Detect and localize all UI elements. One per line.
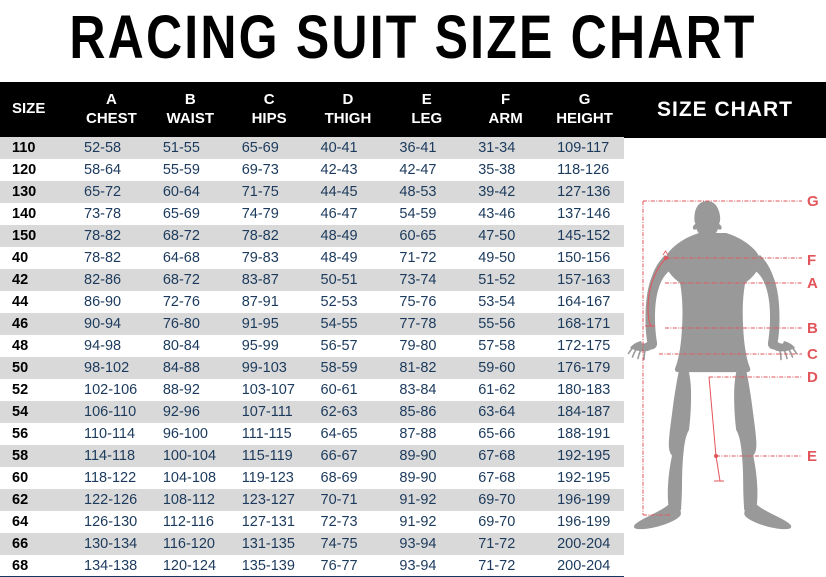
svg-text:B: B [807,320,818,337]
svg-text:G: G [807,193,819,210]
svg-text:A: A [807,275,818,292]
svg-text:D: D [807,369,818,386]
svg-text:E: E [807,448,817,465]
svg-text:F: F [807,252,816,269]
svg-text:C: C [807,346,818,363]
